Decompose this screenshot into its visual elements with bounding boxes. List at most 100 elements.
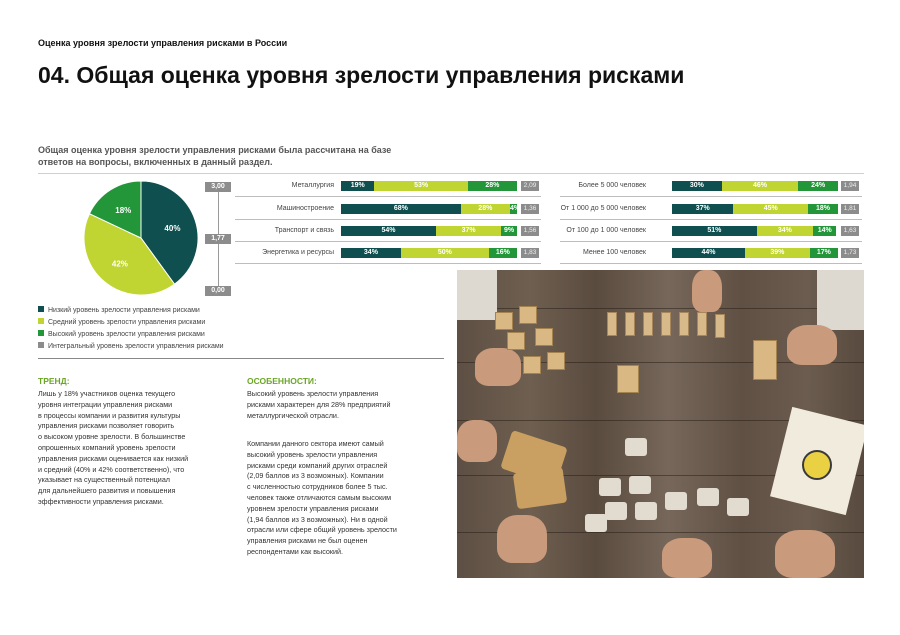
legend-label: Высокий уровень зрелости управления риск… (48, 331, 205, 338)
wood-plank (457, 362, 864, 363)
integral-score: 1,83 (521, 248, 539, 258)
wooden-cube (617, 365, 639, 393)
domino (715, 314, 725, 338)
bar-segment: 37% (436, 226, 502, 236)
puzzle-piece (599, 478, 621, 496)
bar-segment: 51% (672, 226, 757, 236)
bar-segment: 17% (809, 248, 838, 258)
scale-mid-value: 1,77 (205, 234, 231, 244)
wooden-cube (547, 352, 565, 370)
stacked-bar: 68%28%4% (341, 204, 517, 214)
domino (643, 312, 653, 336)
stacked-bar: 19% 53% 28% (341, 181, 517, 191)
trend-title: ТРЕНД: (38, 376, 70, 386)
pie-slice-2 (88, 180, 142, 239)
stacked-bar: 34% 50% 16% (341, 248, 517, 258)
wooden-cube (523, 356, 541, 374)
bar-segment: 34% (756, 226, 814, 236)
puzzle-piece (635, 502, 657, 520)
hand (662, 538, 712, 578)
integral-score: 1,73 (841, 248, 859, 258)
puzzle-piece (585, 514, 607, 532)
bar-segment: 68% (341, 204, 461, 214)
puzzle-piece (605, 502, 627, 520)
wood-plank (457, 475, 864, 476)
legend-label: Низкий уровень зрелости управления риска… (48, 307, 200, 314)
integral-score: 1,56 (521, 226, 539, 236)
lightbulb-icon (802, 450, 832, 480)
bar-row-label: Транспорт и связь (274, 227, 334, 234)
pie-slice-label: 40% (164, 224, 180, 233)
puzzle-piece (727, 498, 749, 516)
bar-segment: 53% (374, 181, 468, 191)
stacked-bar: 54% 37% 9% (341, 226, 517, 236)
integral-score: 1,63 (841, 226, 859, 236)
bar-segment: 46% (721, 181, 799, 191)
integral-score: 2,09 (521, 181, 539, 191)
bar-segment: 16% (488, 248, 517, 258)
row-divider (560, 219, 862, 220)
row-divider (235, 241, 541, 242)
legend-item-medium: Средний уровень зрелости управления риск… (38, 318, 205, 328)
stacked-bar: 51% 34% 14% (672, 226, 838, 236)
bar-row-label: От 100 до 1 000 человек (566, 227, 646, 234)
legend-item-high: Высокий уровень зрелости управления риск… (38, 330, 205, 340)
bar-row-label: От 1 000 до 5 000 человек (560, 205, 646, 212)
hand (475, 348, 521, 386)
wooden-cube (507, 332, 525, 350)
puzzle-piece (625, 438, 647, 456)
bar-segment: 50% (400, 248, 489, 258)
page-title: 04. Общая оценка уровня зрелости управле… (38, 62, 685, 88)
document-header: Оценка уровня зрелости управления рискам… (38, 38, 288, 48)
intro-text: Общая оценка уровня зрелости управления … (38, 145, 392, 167)
bar-segment: 24% (798, 181, 838, 191)
wooden-cube (535, 328, 553, 346)
hand (457, 420, 497, 462)
row-divider (235, 263, 541, 264)
domino (661, 312, 671, 336)
pie-slice-1 (83, 213, 176, 296)
maturity-pie-chart: 40% 42% 18% (83, 180, 199, 296)
stacked-bar: 44% 39% 17% (672, 248, 838, 258)
domino (697, 312, 707, 336)
scale-bottom-value: 0,00 (205, 286, 231, 296)
bar-segment: 9% (501, 226, 517, 236)
legend-label: Интегральный уровень зрелости управления… (48, 343, 224, 350)
features-title: ОСОБЕННОСТИ: (247, 376, 317, 386)
domino (607, 312, 617, 336)
bar-segment: 39% (745, 248, 810, 258)
domino (625, 312, 635, 336)
row-divider (560, 263, 862, 264)
scale-top-value: 3,00 (205, 182, 231, 192)
legend-swatch (38, 318, 44, 325)
bar-segment: 19% (341, 181, 375, 191)
puzzle-piece (697, 488, 719, 506)
hand (497, 515, 547, 563)
hand (787, 325, 837, 365)
bar-row-label: Машиностроение (276, 205, 334, 212)
puzzle-piece (665, 492, 687, 510)
divider (38, 358, 444, 359)
legend-swatch (38, 342, 44, 349)
bar-segment: 54% (341, 226, 437, 236)
sleeve (817, 270, 864, 330)
bar-segment: 45% (733, 204, 809, 214)
row-divider (560, 241, 862, 242)
puzzle-piece (629, 476, 651, 494)
bar-segment: 28% (467, 181, 517, 191)
integral-score: 1,36 (521, 204, 539, 214)
scale-line (218, 244, 219, 286)
bar-segment: 30% (672, 181, 722, 191)
bar-row-label: Металлургия (291, 182, 334, 189)
bar-segment: 28% (460, 204, 510, 214)
bar-segment: 14% (813, 226, 837, 236)
bar-row-label: Менее 100 человек (583, 249, 646, 256)
integral-score: 1,81 (841, 204, 859, 214)
integral-score: 1,94 (841, 181, 859, 191)
features-text-1: Высокий уровень зрелости управления риск… (247, 389, 391, 420)
bar-segment: 4% (509, 204, 517, 214)
pie-slice-label: 18% (115, 206, 131, 215)
wooden-puzzle-piece (512, 466, 568, 510)
wooden-cube (495, 312, 513, 330)
business-puzzle-photo (457, 270, 864, 578)
